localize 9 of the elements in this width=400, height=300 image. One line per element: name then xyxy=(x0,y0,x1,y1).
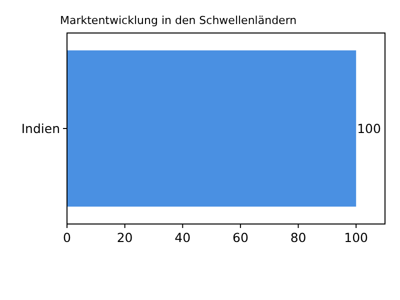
x-tick-label: 60 xyxy=(232,230,248,245)
x-tick-label: 20 xyxy=(116,230,133,245)
y-tick-label: Indien xyxy=(21,121,60,136)
data-label: 100 xyxy=(357,121,381,136)
x-tick-label: 100 xyxy=(344,230,368,245)
x-tick-label: 0 xyxy=(63,230,72,245)
x-tick-label: 80 xyxy=(290,230,306,245)
x-tick-label: 40 xyxy=(174,230,191,245)
chart-title: Marktentwicklung in den Schwellenländern xyxy=(60,14,297,27)
